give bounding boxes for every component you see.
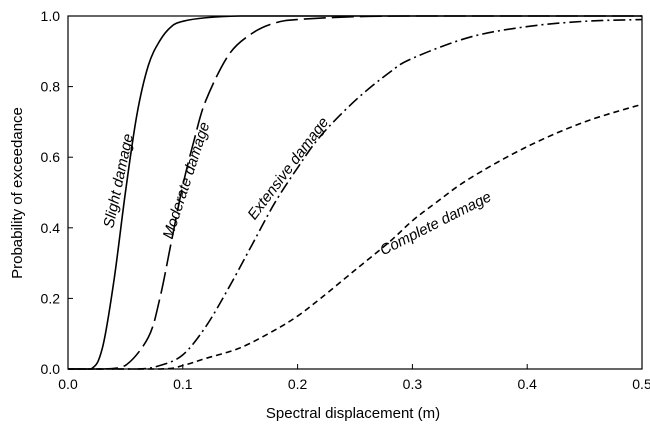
y-tick-label: 0.8 xyxy=(41,79,61,95)
curve-label: Moderate damage xyxy=(160,120,214,241)
y-tick-label: 0.4 xyxy=(41,220,61,236)
x-tick-label: 0.1 xyxy=(173,376,193,392)
y-axis-title: Probability of exceedance xyxy=(9,107,26,279)
curve-label: Extensive damage xyxy=(244,114,332,223)
curve-label: Complete damage xyxy=(377,188,494,259)
series-line-complete-damage xyxy=(68,103,643,370)
plot-frame xyxy=(67,15,643,370)
x-axis-title: Spectral displacement (m) xyxy=(266,405,440,422)
series-line-extensive-damage xyxy=(68,18,643,370)
y-tick-label: 0.0 xyxy=(41,361,61,377)
curve-label: Slight damage xyxy=(100,132,137,229)
y-tick-label: 1.0 xyxy=(41,8,61,24)
x-tick-label: 0.5 xyxy=(632,376,650,392)
y-tick-label: 0.2 xyxy=(41,290,61,306)
x-tick-label: 0.4 xyxy=(517,376,537,392)
y-tick-label: 0.6 xyxy=(41,149,61,165)
series-line-moderate-damage xyxy=(68,15,642,370)
x-tick-label: 0.2 xyxy=(288,376,308,392)
x-tick-label: 0.0 xyxy=(58,376,78,392)
x-tick-label: 0.3 xyxy=(403,376,423,392)
series-line-slight-damage xyxy=(68,15,642,370)
